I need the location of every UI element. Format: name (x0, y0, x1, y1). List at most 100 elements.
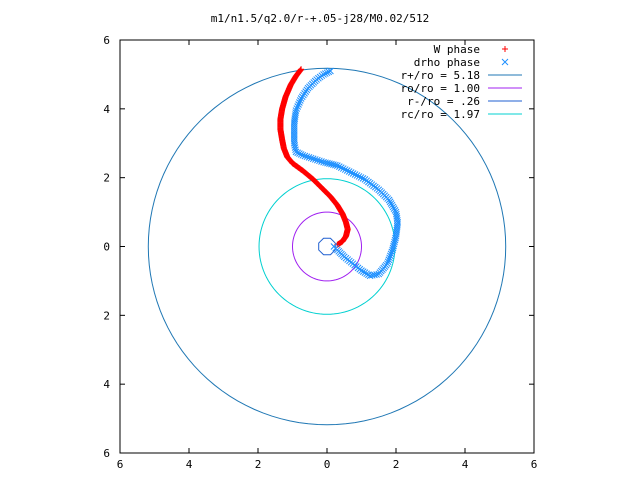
drho-phase-point (320, 158, 327, 166)
drho-phase-point (333, 162, 341, 169)
y-tick-label: 2 (103, 309, 110, 322)
drho-phase-point (297, 151, 305, 158)
circle-rc/ro = 1.97 (258, 178, 396, 315)
drho-phase-point (301, 152, 309, 160)
drho-phase-point (335, 163, 343, 170)
drho-phase-point (332, 161, 339, 169)
x-tick-label: 6 (531, 458, 538, 471)
drho-phase-point (296, 97, 304, 104)
drho-phase-point (305, 154, 313, 161)
drho-phase-point (337, 164, 345, 171)
drho-phase-point (386, 252, 394, 260)
legend-label: r+/ro = 5.18 (401, 69, 480, 82)
drho-phase-point (391, 207, 399, 214)
drho-phase-point (386, 198, 394, 206)
drho-phase-point (385, 196, 393, 204)
drho-phase-point (292, 148, 300, 156)
drho-phase-point (309, 155, 317, 163)
drho-phase-point (341, 166, 349, 173)
drho-phase-point (297, 95, 305, 102)
drho-phase-point (313, 156, 321, 164)
drho-phase-point (325, 68, 333, 76)
y-tick-label: 6 (103, 34, 110, 47)
drho-phase-point (324, 159, 331, 167)
drho-phase-point (316, 157, 323, 165)
drho-phase-point (388, 201, 396, 209)
drho-phase-point (326, 160, 333, 168)
series-drho phase (290, 67, 402, 280)
drho-phase-point (307, 154, 315, 162)
drho-phase-point (327, 67, 334, 75)
drho-phase-point (387, 200, 395, 207)
drho-phase-point (323, 69, 331, 77)
drho-phase-point (351, 171, 359, 178)
drho-phase-point (296, 150, 303, 157)
circle-r+/ro = 5.18 (147, 67, 507, 426)
drho-phase-point (390, 205, 398, 212)
legend-label: W phase (434, 43, 480, 56)
x-tick-label: 2 (393, 458, 400, 471)
drho-phase-point (389, 246, 396, 254)
drho-phase-point (386, 254, 393, 262)
x-tick-label: 4 (186, 458, 193, 471)
drho-phase-point (318, 158, 325, 165)
drho-phase-point (390, 240, 398, 248)
drho-phase-point (343, 167, 351, 174)
drho-phase-point (389, 203, 397, 211)
y-tick-label: 6 (103, 447, 110, 460)
series-W phase (277, 66, 351, 248)
drho-phase-point (294, 103, 302, 110)
x-tick-label: 4 (462, 458, 469, 471)
y-tick-label: 4 (103, 103, 110, 116)
x-tick-label: 2 (255, 458, 262, 471)
drho-phase-point (293, 105, 301, 112)
drho-phase-point (389, 244, 397, 252)
drho-phase-point (384, 258, 392, 266)
drho-phase-point (347, 169, 355, 176)
circle-ro/ro = 1.00 (291, 211, 362, 282)
drho-phase-point (390, 242, 397, 250)
drho-phase-point (295, 101, 302, 108)
drho-phase-point (349, 170, 357, 177)
legend-label: rc/ro = 1.97 (401, 108, 480, 121)
x-tick-label: 6 (117, 458, 124, 471)
legend-label: drho phase (414, 56, 480, 69)
drho-phase-point (355, 173, 363, 180)
drho-phase-point (391, 238, 398, 246)
legend-label: ro/ro = 1.00 (401, 82, 480, 95)
drho-phase-point (322, 159, 329, 167)
data-series (277, 66, 402, 280)
legend-label: r-/ro = .26 (407, 95, 480, 108)
drho-phase-point (299, 151, 307, 159)
drho-phase-point (303, 153, 311, 161)
drho-phase-point (311, 156, 319, 163)
drho-phase-point (387, 250, 395, 258)
drho-phase-point (391, 236, 399, 244)
drho-phase-point (388, 248, 396, 256)
drho-phase-point (296, 99, 303, 106)
drho-phase-point (294, 149, 302, 157)
drho-phase-point (321, 70, 329, 77)
drho-phase-point (330, 243, 338, 250)
legend-marker-x (501, 58, 509, 66)
y-tick-label: 2 (103, 172, 110, 185)
drho-phase-point (385, 256, 393, 264)
drho-phase-point (330, 161, 337, 168)
drho-phase-point (357, 174, 365, 181)
circle-r-/ro = .26 (318, 237, 336, 256)
drho-phase-point (328, 160, 335, 168)
drho-phase-point (392, 232, 400, 240)
y-tick-label: 0 (103, 241, 110, 254)
drho-phase-point (359, 175, 367, 182)
chart-title: m1/n1.5/q2.0/r-+.05-j28/M0.02/512 (211, 12, 430, 25)
drho-phase-point (392, 234, 399, 242)
drho-phase-point (345, 168, 353, 175)
drho-phase-point (353, 172, 361, 179)
legend-marker-plus (502, 46, 508, 52)
reference-circles (147, 67, 507, 426)
drho-phase-point (339, 165, 347, 172)
x-tick-label: 0 (324, 458, 331, 471)
